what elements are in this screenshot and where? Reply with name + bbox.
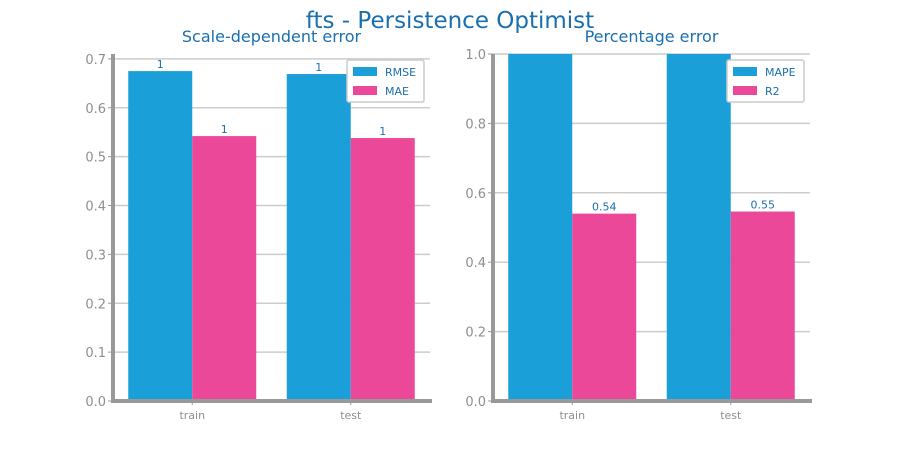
legend-label-mae: MAE [385, 85, 409, 98]
bar-r2-train [572, 213, 637, 401]
x-tick-label: test [720, 409, 742, 422]
legend: MAPE R2 [726, 59, 805, 103]
legend-swatch-r2 [733, 86, 757, 95]
chart-panel-percentage: Percentage error 0.54 train 0.55 test 0.0 0.2 0… [465, 27, 812, 422]
x-tick-label: train [179, 409, 205, 422]
y-tick-label: 0.6 [465, 187, 486, 202]
legend-swatch-mae [353, 86, 377, 95]
y-tick-label: 0.1 [85, 346, 106, 361]
y-tick-label: 1.0 [465, 48, 486, 63]
chart-panel-scale-dependent: Scale-dependent error 1 1 train 1 1 test 0.0 0.1… [85, 27, 432, 422]
legend-label-r2: R2 [765, 85, 780, 98]
y-tick-label: 0.4 [85, 200, 106, 215]
y-tick-label: 0.4 [465, 256, 486, 271]
bar-mape-test [666, 54, 731, 401]
y-tick-label: 0.0 [85, 395, 106, 410]
legend: RMSE MAE [346, 59, 425, 103]
bar-mae-train [192, 136, 257, 401]
legend-label-rmse: RMSE [385, 66, 416, 79]
subplot-title: Percentage error [585, 27, 719, 46]
legend-label-mape: MAPE [765, 66, 796, 79]
y-tick-label: 0.5 [85, 151, 106, 166]
bar-rmse-train [128, 71, 193, 401]
bar-r2-test [730, 211, 795, 401]
data-label: 0.55 [751, 199, 776, 212]
x-tick-label: test [340, 409, 362, 422]
bar-mape-train [508, 54, 573, 401]
figure-title: fts - Persistence Optimist [306, 8, 594, 34]
data-label: 1 [379, 125, 386, 138]
y-tick-label: 0.3 [85, 248, 106, 263]
y-tick-label: 0.2 [85, 297, 106, 312]
legend-swatch-rmse [353, 67, 377, 76]
data-label: 0.54 [592, 201, 617, 214]
x-tick-label: train [559, 409, 585, 422]
legend-swatch-mape [733, 67, 757, 76]
y-tick-label: 0.0 [465, 395, 486, 410]
y-tick-label: 0.2 [465, 326, 486, 341]
y-tick-label: 0.8 [465, 117, 486, 132]
data-label: 1 [221, 123, 228, 136]
bar-rmse-test [286, 74, 351, 401]
data-label: 1 [157, 58, 164, 71]
bar-mae-test [350, 138, 415, 402]
y-tick-label: 0.7 [85, 53, 106, 68]
y-tick-label: 0.6 [85, 102, 106, 117]
subplot-title: Scale-dependent error [182, 27, 362, 46]
data-label: 1 [315, 61, 322, 74]
